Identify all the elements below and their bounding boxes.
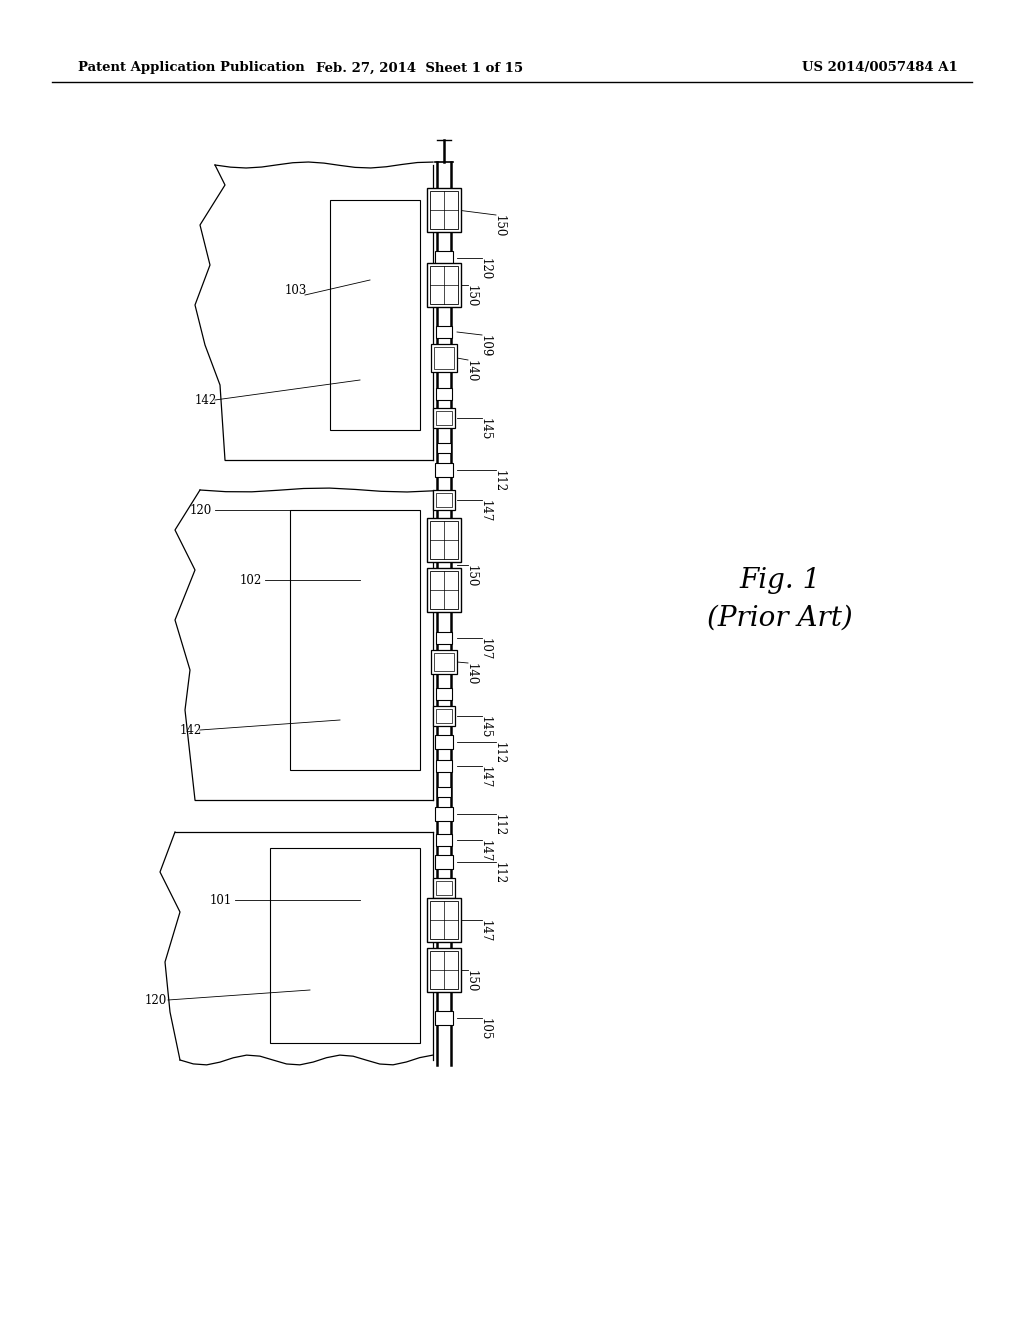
Text: 150: 150 [493, 215, 506, 238]
Bar [427, 568, 461, 612]
Bar [433, 490, 455, 510]
Bar [427, 898, 461, 942]
Text: 147: 147 [478, 840, 492, 862]
Bar [431, 649, 457, 675]
Bar [270, 847, 420, 1043]
Text: 107: 107 [478, 638, 492, 660]
Text: 142: 142 [180, 723, 203, 737]
Text: Fig. 1: Fig. 1 [739, 566, 820, 594]
Bar [430, 191, 458, 228]
Text: 150: 150 [465, 285, 477, 308]
Bar [436, 326, 452, 338]
Bar [435, 807, 453, 821]
Bar [330, 201, 420, 430]
Text: 120: 120 [145, 994, 167, 1006]
Bar [427, 263, 461, 308]
Text: 103: 103 [285, 284, 307, 297]
Text: 147: 147 [478, 500, 492, 523]
Bar [436, 688, 452, 700]
Text: 140: 140 [465, 360, 477, 383]
Bar [427, 948, 461, 993]
Bar [437, 444, 451, 453]
Bar [431, 345, 457, 372]
Bar [436, 411, 452, 425]
Bar [435, 251, 453, 265]
Text: 101: 101 [210, 894, 232, 907]
Bar [434, 347, 454, 370]
Bar [436, 632, 452, 644]
Text: 147: 147 [478, 766, 492, 788]
Bar [436, 834, 452, 846]
Bar [435, 463, 453, 477]
Bar [436, 492, 452, 507]
Text: 147: 147 [478, 920, 492, 942]
Text: US 2014/0057484 A1: US 2014/0057484 A1 [802, 62, 957, 74]
Bar [436, 880, 452, 895]
Bar [433, 878, 455, 898]
Bar [435, 855, 453, 869]
Text: Patent Application Publication: Patent Application Publication [78, 62, 305, 74]
Bar [435, 1011, 453, 1026]
Text: 109: 109 [478, 335, 492, 358]
Text: 145: 145 [478, 715, 492, 738]
Bar [436, 709, 452, 723]
Text: 120: 120 [478, 257, 492, 280]
Text: 150: 150 [465, 970, 477, 993]
Text: 145: 145 [478, 418, 492, 441]
Text: 112: 112 [493, 742, 506, 764]
Bar [435, 735, 453, 748]
Bar [437, 787, 451, 797]
Bar [290, 510, 420, 770]
Bar [434, 653, 454, 671]
Bar [430, 572, 458, 609]
Text: 120: 120 [190, 503, 212, 516]
Text: 112: 112 [493, 862, 506, 884]
Text: Feb. 27, 2014  Sheet 1 of 15: Feb. 27, 2014 Sheet 1 of 15 [316, 62, 523, 74]
Bar [430, 950, 458, 989]
Text: 142: 142 [195, 393, 217, 407]
Bar [430, 267, 458, 304]
Bar [436, 388, 452, 400]
Bar [436, 760, 452, 772]
Bar [430, 902, 458, 939]
Text: 105: 105 [478, 1018, 492, 1040]
Text: 102: 102 [240, 573, 262, 586]
Text: (Prior Art): (Prior Art) [708, 605, 853, 631]
Bar [427, 187, 461, 232]
Text: 150: 150 [465, 565, 477, 587]
Bar [433, 706, 455, 726]
Text: 140: 140 [465, 663, 477, 685]
Bar [433, 408, 455, 428]
Text: 112: 112 [493, 470, 506, 492]
Bar [430, 521, 458, 558]
Text: 112: 112 [493, 814, 506, 836]
Bar [427, 517, 461, 562]
